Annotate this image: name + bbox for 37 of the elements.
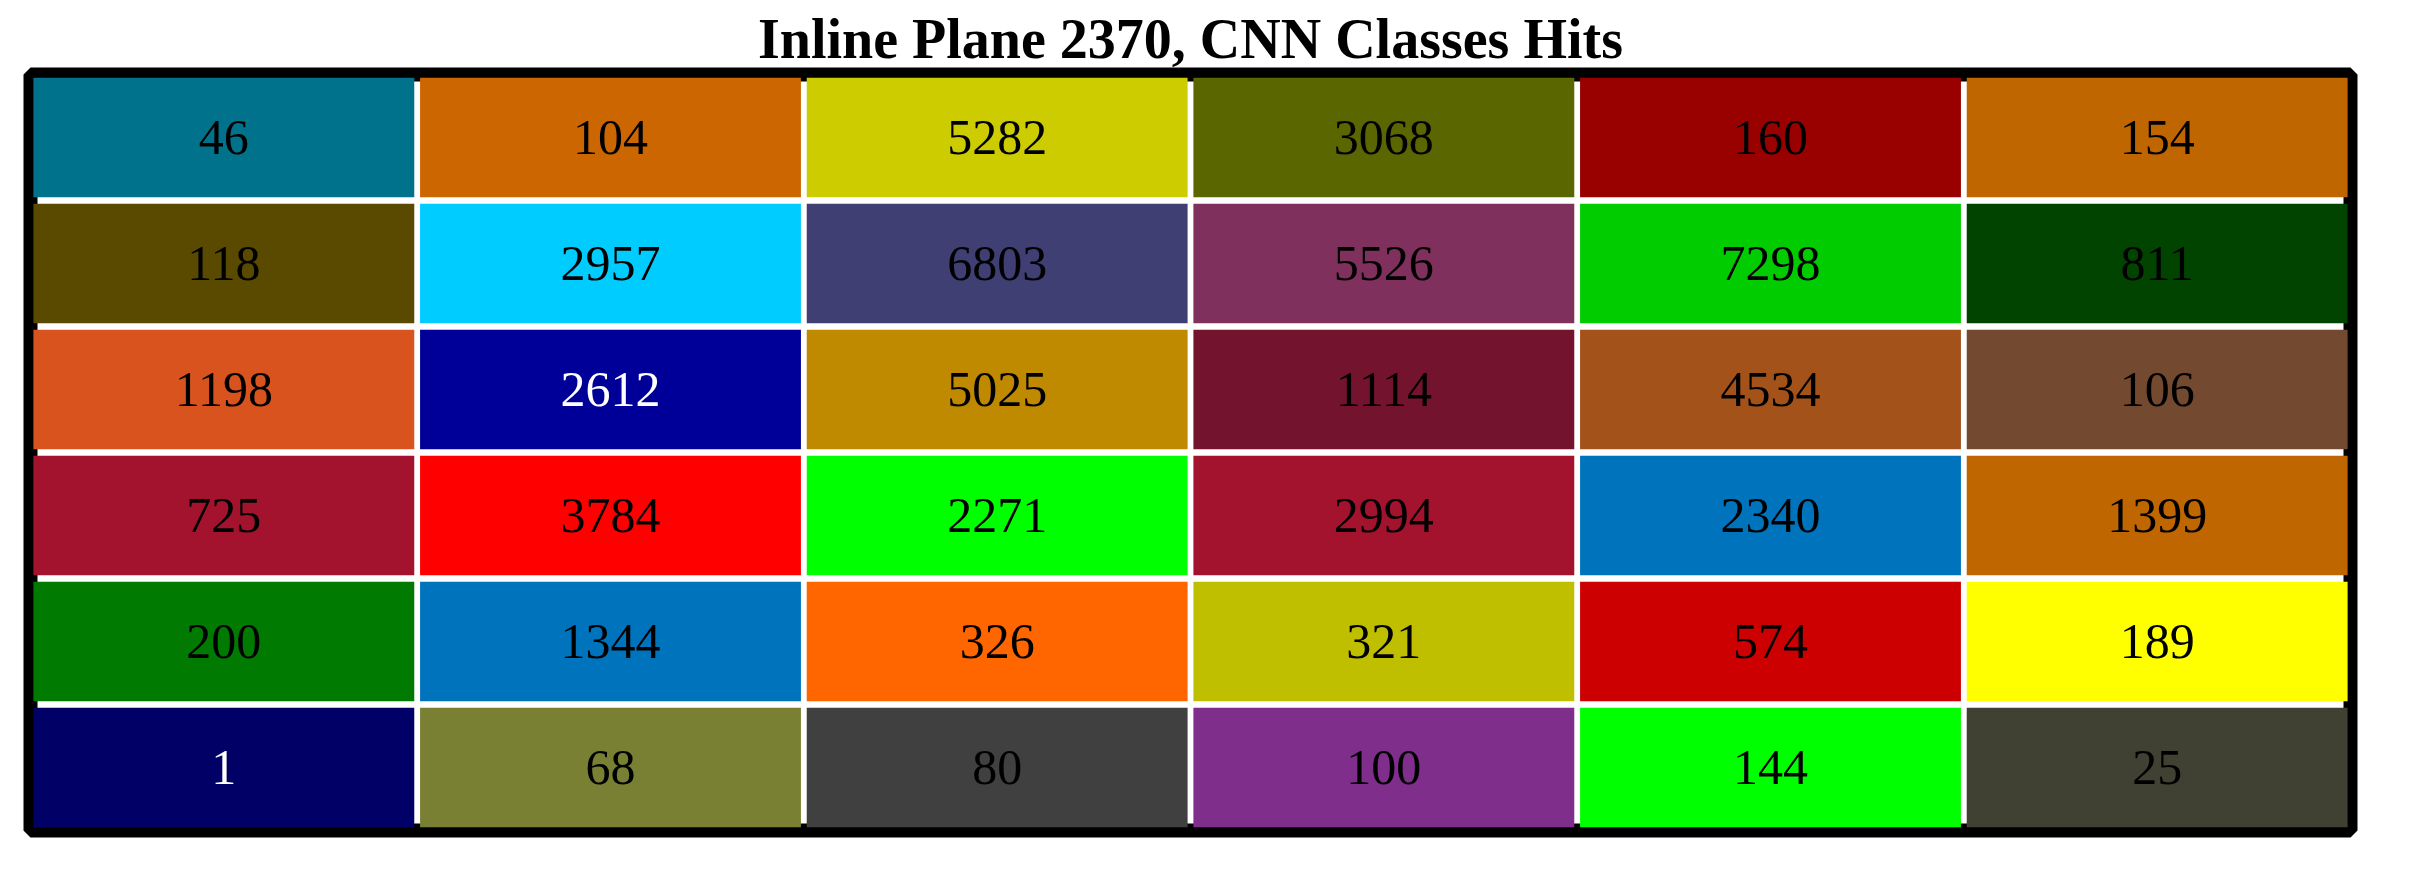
data-label: 106	[2119, 361, 2195, 417]
data-label: 46	[198, 109, 249, 165]
data-label: 725	[186, 487, 262, 543]
data-label: 3068	[1333, 109, 1434, 165]
data-label: 6803	[947, 235, 1048, 291]
data-label: 2612	[560, 361, 661, 417]
data-label: 2994	[1333, 487, 1434, 543]
data-label: 1114	[1335, 361, 1432, 417]
data-label: 321	[1346, 613, 1422, 669]
data-label: 154	[2119, 109, 2195, 165]
data-label: 104	[573, 109, 648, 165]
data-label: 811	[2120, 235, 2194, 291]
data-label: 7298	[1720, 235, 1821, 291]
data-label: 1198	[174, 361, 273, 417]
data-label: 189	[2119, 613, 2195, 669]
data-label: 5282	[947, 109, 1048, 165]
data-label: 574	[1733, 613, 1808, 669]
data-label: 200	[186, 613, 262, 669]
data-label: 2957	[560, 235, 661, 291]
data-label: 144	[1733, 739, 1808, 795]
data-label: 5526	[1333, 235, 1434, 291]
data-label: 1	[211, 739, 237, 795]
data-label: 25	[2132, 739, 2183, 795]
data-label: 3784	[560, 487, 661, 543]
data-label: 68	[585, 739, 636, 795]
data-label: 1344	[560, 613, 661, 669]
data-label: 118	[187, 235, 261, 291]
data-label: 2271	[947, 487, 1048, 543]
data-label: 100	[1346, 739, 1422, 795]
data-label: 80	[972, 739, 1023, 795]
data-label: 326	[959, 613, 1035, 669]
data-label: 4534	[1720, 361, 1821, 417]
data-label: 1399	[2107, 487, 2208, 543]
chart-title: Inline Plane 2370, CNN Classes Hits	[758, 7, 1623, 70]
data-label: 2340	[1720, 487, 1821, 543]
data-label: 5025	[947, 361, 1048, 417]
data-label: 160	[1733, 109, 1808, 165]
